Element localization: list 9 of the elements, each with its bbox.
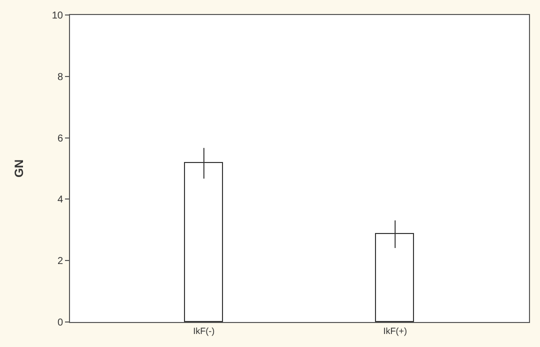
x-tick-label: IkF(-) bbox=[193, 326, 215, 336]
y-tick-label: 10 bbox=[52, 10, 64, 22]
y-tick-label: 2 bbox=[57, 256, 64, 268]
y-tick-label: 8 bbox=[57, 72, 64, 83]
y-axis-title: GN bbox=[12, 160, 26, 178]
y-tick-label: 4 bbox=[57, 194, 64, 206]
y-tick-label: 6 bbox=[57, 133, 64, 144]
x-tick-label: IkF(+) bbox=[383, 326, 408, 336]
y-tick-label: 0 bbox=[57, 318, 64, 328]
